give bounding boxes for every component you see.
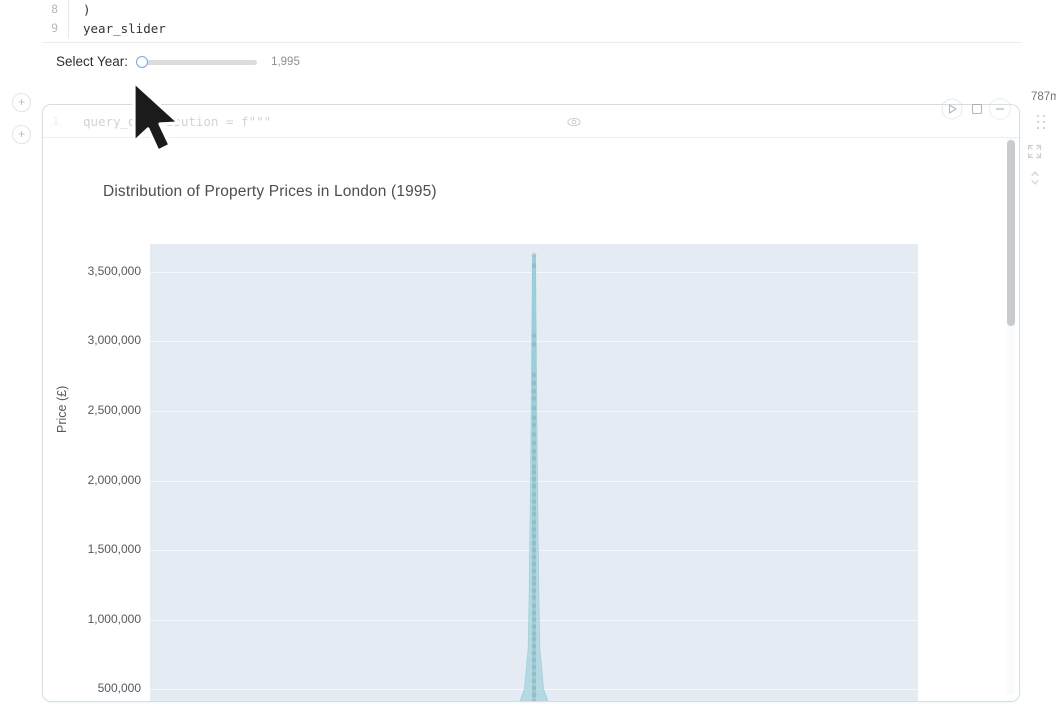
- outlier-point: [531, 440, 537, 446]
- code-editor[interactable]: 8 ) 9 year_slider: [42, 0, 1022, 42]
- outlier-point: [531, 603, 537, 609]
- outlier-point: [531, 341, 537, 347]
- eye-icon[interactable]: [567, 115, 581, 129]
- outlier-point: [531, 650, 537, 656]
- code-line[interactable]: 8 ): [42, 0, 1022, 19]
- outlier-point: [531, 432, 537, 438]
- y-axis-tick-label: 1,000,000: [87, 611, 141, 626]
- outlier-point: [531, 631, 537, 637]
- stop-button[interactable]: [966, 98, 988, 120]
- outlier-point: [531, 492, 537, 497]
- chart-title: Distribution of Property Prices in Londo…: [103, 183, 437, 200]
- outlier-point: [531, 333, 537, 339]
- year-slider-label: Select Year:: [56, 54, 129, 69]
- outlier-point: [531, 685, 537, 691]
- y-axis-tick-label: 3,500,000: [87, 263, 141, 278]
- y-axis-tick-label: 1,500,000: [87, 542, 141, 557]
- line-number: 9: [51, 21, 58, 35]
- outlier-point: [531, 448, 537, 454]
- year-slider[interactable]: [136, 55, 258, 69]
- chart-output: Distribution of Property Prices in Londo…: [43, 138, 1019, 701]
- add-cell-below-button[interactable]: +: [12, 125, 31, 144]
- outlier-point: [531, 678, 537, 684]
- outlier-point: [531, 610, 537, 616]
- outlier-point: [531, 380, 537, 386]
- outlier-point: [531, 575, 537, 581]
- execution-duration: 787m: [1031, 91, 1056, 103]
- outlier-point: [531, 657, 537, 663]
- outlier-point: [531, 252, 537, 258]
- outlier-point: [531, 568, 537, 574]
- outlier-point: [531, 581, 537, 586]
- outlier-point: [531, 554, 537, 560]
- outlier-point: [531, 643, 537, 649]
- add-cell-above-button[interactable]: +: [12, 93, 31, 112]
- outlier-point: [531, 595, 537, 600]
- code-text[interactable]: ): [68, 0, 91, 19]
- minimize-button[interactable]: [989, 98, 1011, 120]
- outlier-point: [531, 664, 537, 670]
- y-axis-tick-label: 2,500,000: [87, 402, 141, 417]
- outlier-point: [531, 469, 537, 475]
- widget-output-panel: Select Year: 1,995: [42, 42, 1022, 89]
- slider-track[interactable]: [142, 59, 258, 65]
- outlier-point: [531, 636, 537, 642]
- outlier-point: [531, 511, 537, 517]
- outlier-point: [531, 671, 537, 677]
- run-button[interactable]: [941, 98, 963, 120]
- outlier-point: [531, 526, 537, 532]
- line-number: 8: [51, 2, 58, 16]
- output-scroll-thumb[interactable]: [1007, 140, 1015, 326]
- outlier-point: [531, 263, 537, 268]
- outlier-point: [531, 505, 537, 511]
- outlier-point: [531, 455, 537, 461]
- outlier-point: [531, 389, 537, 394]
- outlier-point: [531, 396, 537, 401]
- outlier-point: [531, 519, 537, 525]
- y-axis-tick-label: 500,000: [97, 681, 141, 696]
- fullscreen-expand-icon[interactable]: [1026, 143, 1043, 160]
- outlier-point: [531, 624, 537, 630]
- outlier-point: [531, 561, 537, 567]
- outlier-point: [531, 476, 537, 482]
- output-cell: 1 query_distribution = f""" Distribution…: [42, 104, 1020, 702]
- outlier-point: [531, 699, 537, 701]
- minus-icon: [996, 108, 1004, 110]
- outlier-point: [531, 588, 537, 593]
- output-scroll-track[interactable]: [1007, 138, 1015, 694]
- outlier-point: [531, 499, 537, 504]
- outlier-point: [531, 692, 537, 698]
- year-slider-value: 1,995: [271, 55, 300, 68]
- y-axis-tick-label: 2,000,000: [87, 472, 141, 487]
- slider-handle-icon[interactable]: [136, 55, 149, 68]
- mouse-pointer-icon: [132, 80, 181, 153]
- outlier-point: [531, 415, 537, 421]
- code-line[interactable]: 9 year_slider: [42, 19, 1022, 38]
- drag-handle-icon[interactable]: [1034, 113, 1048, 133]
- outlier-point: [531, 533, 537, 539]
- resize-vertical-icon[interactable]: [1028, 170, 1042, 186]
- outlier-point: [531, 405, 537, 411]
- outlier-point: [531, 464, 537, 470]
- outlier-point: [531, 617, 537, 623]
- stop-square-icon: [971, 103, 983, 115]
- year-slider-row: Select Year: 1,995: [56, 54, 300, 69]
- outlier-point: [531, 422, 537, 428]
- outlier-point: [531, 483, 537, 489]
- y-axis-label: Price (£): [55, 385, 69, 433]
- line-number: 1: [52, 114, 59, 128]
- play-icon: [941, 98, 963, 120]
- outlier-point: [531, 547, 537, 553]
- code-text[interactable]: year_slider: [68, 19, 166, 38]
- outlier-point: [531, 540, 537, 546]
- outlier-point: [531, 372, 537, 378]
- y-axis-tick-label: 3,000,000: [87, 333, 141, 348]
- violin-plot: [519, 252, 549, 701]
